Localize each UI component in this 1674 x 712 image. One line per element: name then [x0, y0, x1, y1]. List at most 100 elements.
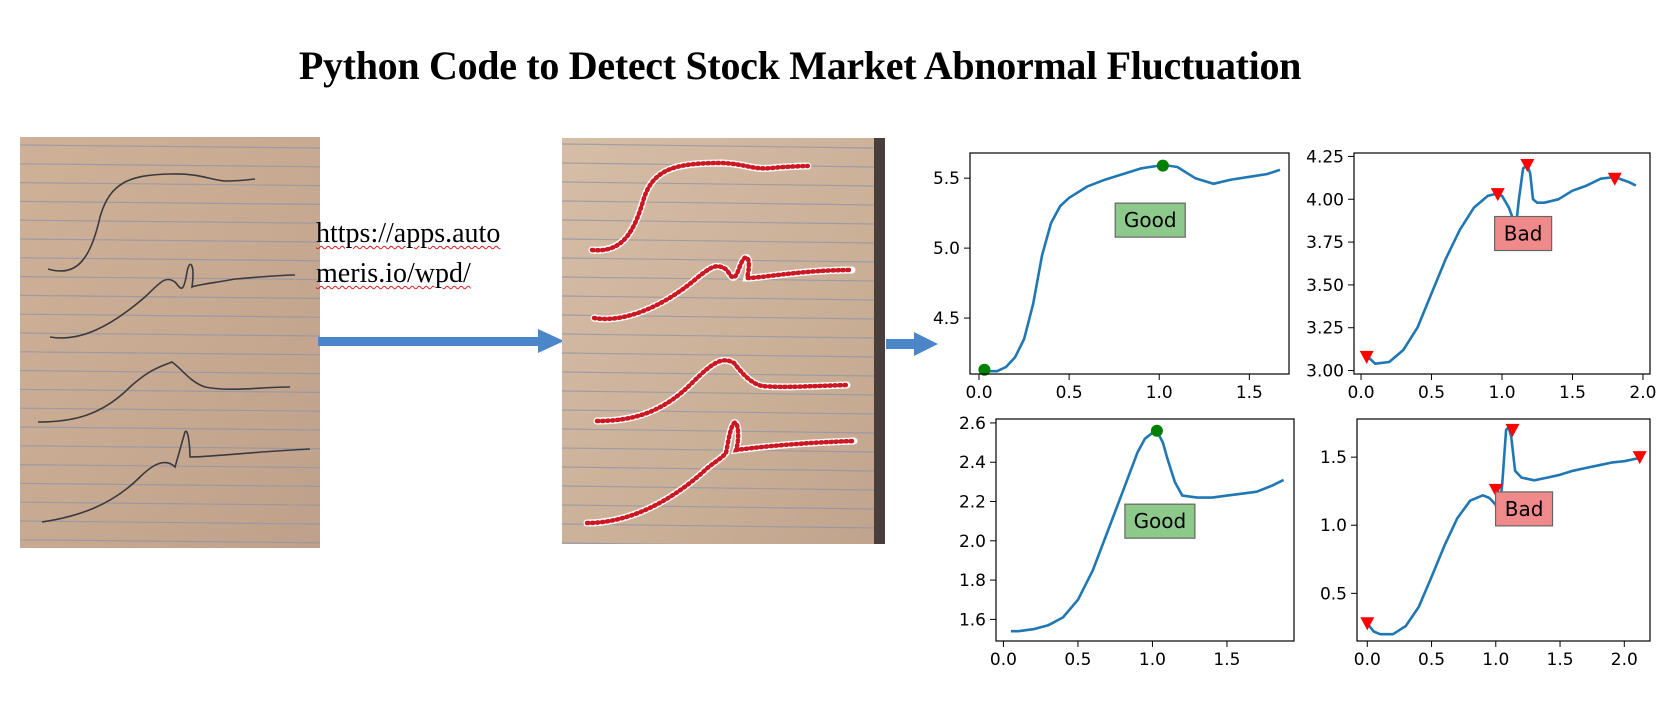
chart-1: 0.0 0.5 1.0 1.5 4.5 5.0 5.5 Good	[933, 152, 1290, 403]
paper-rule-line	[20, 332, 320, 337]
y-tick-label: 2.6	[959, 414, 986, 434]
x-tick-label: 1.0	[1139, 650, 1166, 670]
bad-label: Bad	[1505, 497, 1544, 521]
anomaly-marker	[1607, 172, 1622, 186]
x-tick-label: 0.5	[1418, 650, 1445, 670]
paper-rule-line	[562, 238, 875, 244]
paper-rule-line	[20, 200, 320, 205]
bad-label-box	[1494, 491, 1554, 527]
x-tick-label: 1.5	[1213, 650, 1240, 670]
y-tick-label: 0.5	[1320, 584, 1347, 604]
paper-rule-line	[562, 504, 875, 510]
paper-rule-line	[562, 390, 875, 396]
y-tick-label: 4.25	[1306, 147, 1344, 167]
paper-rule-line	[20, 482, 320, 487]
good-label: Good	[1124, 208, 1177, 232]
paper-rule-line	[20, 407, 320, 412]
good-label-box	[1124, 503, 1196, 539]
paper-rule-line	[562, 371, 875, 377]
paper-rule-line	[20, 370, 320, 375]
chart-3: 0.0 0.5 1.0 1.5 1.6 1.8 2.0 2.2 2.4 2.6 Good	[959, 414, 1295, 670]
paper-rule-line	[562, 181, 875, 187]
digitized-curves-photo	[562, 138, 885, 544]
x-tick-label: 1.5	[1559, 383, 1586, 403]
x-tick-label: 0.5	[1418, 383, 1445, 403]
peak-marker	[978, 363, 991, 376]
paper-rule-line	[20, 144, 320, 149]
paper-rule-line	[562, 542, 687, 544]
paper-rule-line	[20, 445, 320, 450]
axes-frame	[969, 152, 1290, 375]
paper-rule-line	[562, 219, 875, 225]
y-tick-label: 2.0	[959, 532, 986, 552]
paper-rule-line	[562, 257, 875, 263]
anomaly-marker	[1505, 423, 1520, 437]
paper-rule-line	[562, 447, 875, 453]
anomaly-marker	[1359, 350, 1374, 364]
y-tick-label: 2.2	[959, 493, 986, 513]
x-tick-label: 1.0	[1146, 383, 1173, 403]
anomaly-marker	[1488, 483, 1503, 497]
y-tick-label: 1.6	[959, 610, 986, 630]
paper-rule-line	[20, 388, 320, 393]
paper-rule-line	[20, 276, 320, 281]
x-tick-label: 0.0	[1354, 650, 1381, 670]
series-line	[1366, 425, 1638, 636]
paper-rule-line	[562, 200, 875, 206]
paper-rule-line	[562, 143, 875, 149]
x-tick-label: 1.5	[1547, 650, 1574, 670]
paper-rule-line	[20, 351, 320, 356]
paper-rule-line	[562, 295, 875, 301]
y-tick-label: 3.75	[1306, 233, 1344, 253]
paper-rule-line	[20, 257, 320, 262]
axes-frame	[1356, 418, 1651, 642]
paper-rule-line	[20, 294, 320, 299]
x-tick-label: 0.0	[1348, 383, 1375, 403]
bad-label: Bad	[1504, 222, 1543, 246]
paper-rule-line	[562, 409, 875, 415]
paper-rule-line	[562, 466, 875, 472]
paper-rule-line	[20, 539, 320, 544]
y-tick-label: 1.8	[959, 571, 986, 591]
paper-rule-line	[20, 238, 320, 243]
paper-rule-line	[562, 333, 875, 339]
arrow-right-icon	[886, 332, 938, 356]
y-tick-label: 2.4	[959, 453, 986, 473]
paper-rule-line	[562, 485, 875, 491]
chart-2: 0.0 0.5 1.0 1.5 2.0 3.00 3.25 3.50 3.75 4.00 4.25 B…	[1306, 147, 1656, 403]
y-tick-label: 1.5	[1320, 448, 1347, 468]
series-line	[1367, 163, 1637, 365]
anomaly-marker	[1490, 188, 1505, 202]
x-tick-label: 0.5	[1064, 650, 1091, 670]
good-label-box	[1114, 202, 1186, 238]
x-tick-label: 0.0	[965, 383, 992, 403]
good-label: Good	[1134, 509, 1187, 533]
arrow-right-icon	[318, 329, 564, 353]
y-tick-label: 4.5	[933, 309, 960, 329]
x-tick-label: 0.5	[1056, 383, 1083, 403]
paper-rule-line	[20, 163, 320, 168]
page-title: Python Code to Detect Stock Market Abnor…	[298, 43, 1302, 88]
anomaly-marker	[1632, 451, 1647, 465]
paper-rule-line	[562, 276, 875, 282]
url-annotation: https://apps.auto meris.io/wpd/	[316, 214, 500, 294]
peak-marker	[1156, 159, 1169, 172]
paper-rule-line	[562, 352, 875, 358]
paper-rule-line	[20, 182, 320, 187]
series-line	[982, 164, 1281, 373]
y-tick-label: 5.0	[933, 239, 960, 259]
paper-rule-line	[20, 520, 320, 525]
y-tick-label: 3.25	[1306, 319, 1344, 339]
x-tick-label: 1.0	[1488, 383, 1515, 403]
y-tick-label: 3.00	[1306, 362, 1344, 382]
paper-rule-line	[562, 523, 875, 529]
x-tick-label: 0.0	[990, 650, 1017, 670]
y-tick-label: 5.5	[933, 169, 960, 189]
paper-rule-line	[20, 464, 320, 469]
anomaly-marker	[1520, 158, 1535, 172]
y-tick-label: 1.0	[1320, 516, 1347, 536]
url-line-2: meris.io/wpd/	[316, 258, 471, 289]
paper-rule-line	[20, 426, 320, 431]
axes-frame	[1353, 152, 1651, 375]
